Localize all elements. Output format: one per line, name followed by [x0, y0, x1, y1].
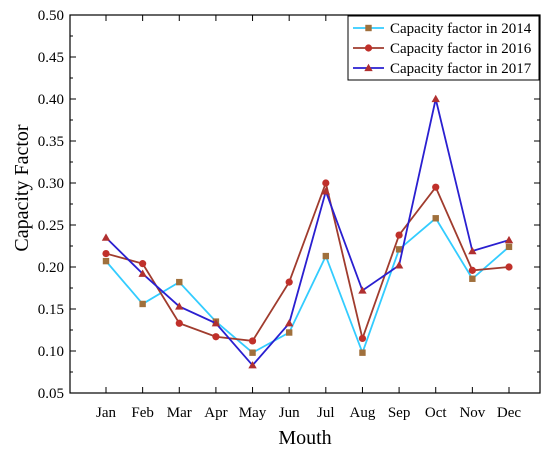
data-point [175, 319, 183, 327]
data-point [102, 257, 110, 265]
y-tick-label: 0.35 [38, 134, 64, 150]
x-tick-label: Dec [497, 405, 521, 421]
series-line [105, 179, 510, 342]
data-point [248, 337, 257, 345]
x-tick-label: Feb [131, 405, 154, 421]
x-tick-label: Apr [204, 405, 227, 421]
y-tick-label: 0.15 [38, 302, 64, 318]
y-axis-ticks: 0.05 0.10 0.15 0.20 0.25 0.30 0.35 0.40 0.45 0.50 [38, 8, 540, 402]
x-tick-label: Jan [96, 405, 116, 421]
data-point [176, 278, 183, 286]
data-point [395, 246, 403, 253]
data-point [359, 349, 366, 356]
series-line [105, 216, 510, 356]
y-tick-label: 0.50 [38, 8, 64, 24]
legend-swatch-marker [364, 44, 373, 52]
x-tick-label: Jul [317, 405, 335, 421]
legend-label: Capacity factor in 2014 [390, 21, 532, 37]
legend: Capacity factor in 2014 Capacity factor i… [347, 15, 540, 81]
data-point [432, 215, 439, 222]
x-tick-label: Aug [350, 405, 376, 421]
x-axis-title: Mouth [278, 427, 331, 449]
data-point [321, 187, 331, 195]
data-point [285, 329, 293, 336]
x-axis-ticks: Jan Feb Mar Apr May Jun Jul Aug Sep Oct Nov Dec [96, 15, 521, 421]
data-point [212, 333, 220, 341]
data-point [102, 249, 110, 258]
x-tick-label: Jun [279, 405, 300, 421]
legend-swatch-marker [365, 24, 372, 32]
y-tick-label: 0.30 [38, 176, 64, 192]
x-tick-label: Mar [167, 405, 192, 421]
y-tick-label: 0.20 [38, 260, 64, 276]
data-point [358, 286, 367, 294]
data-point [322, 252, 330, 260]
legend-label: Capacity factor in 2016 [390, 41, 532, 57]
data-point [139, 260, 147, 268]
data-point [101, 233, 111, 241]
x-tick-label: Sep [388, 405, 411, 421]
data-point [358, 334, 367, 342]
x-tick-label: Nov [459, 405, 485, 421]
y-tick-label: 0.25 [38, 218, 64, 234]
series-2 [102, 179, 513, 345]
y-tick-label: 0.40 [38, 92, 64, 108]
data-point [175, 302, 184, 310]
data-point [504, 235, 514, 244]
data-point [469, 275, 476, 282]
data-point [432, 183, 440, 191]
data-point [431, 94, 440, 103]
x-tick-label: Oct [425, 405, 447, 421]
data-point [322, 179, 330, 187]
series-1 [102, 215, 513, 356]
y-tick-label: 0.05 [38, 386, 64, 402]
y-tick-label: 0.45 [38, 50, 64, 66]
data-point [468, 266, 476, 274]
data-point [248, 361, 257, 369]
series-3 [101, 94, 514, 369]
data-point [211, 319, 221, 327]
series-line [105, 98, 510, 367]
series-layer [101, 94, 514, 369]
data-point [505, 263, 513, 271]
data-point [285, 278, 293, 286]
data-point [505, 243, 513, 251]
x-tick-label: May [239, 405, 267, 421]
data-point [249, 349, 256, 356]
data-point [394, 261, 404, 269]
data-point [395, 231, 403, 239]
data-point [139, 300, 146, 308]
legend-label: Capacity factor in 2017 [390, 61, 532, 77]
data-point [284, 319, 294, 327]
legend-swatch-marker [364, 63, 373, 72]
y-tick-label: 0.10 [38, 344, 64, 360]
y-axis-title: Capacity Factor [11, 124, 33, 252]
data-point [468, 246, 477, 255]
data-point [138, 269, 147, 277]
